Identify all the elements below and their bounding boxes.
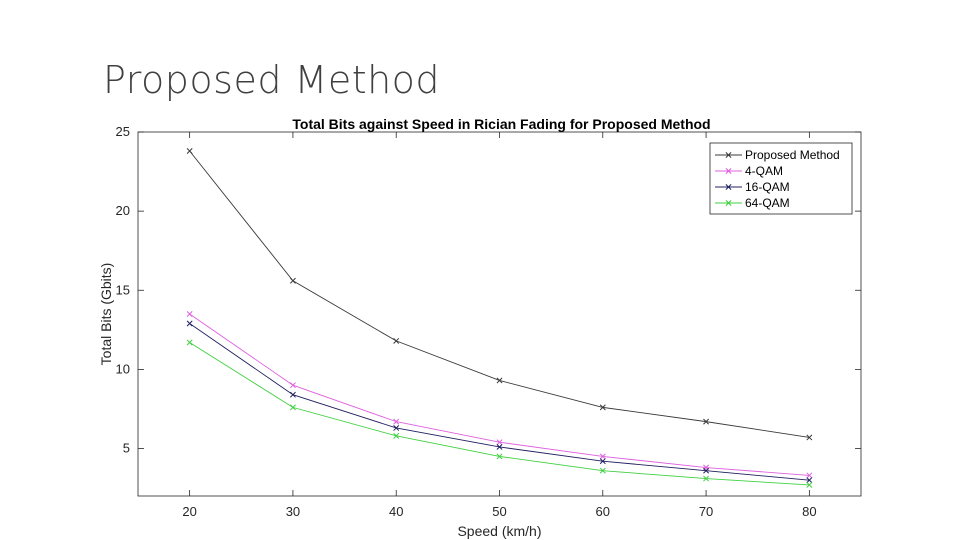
x-tick-label: 80 <box>802 504 816 519</box>
data-point <box>703 475 710 482</box>
series-16-qam <box>186 320 813 484</box>
data-point <box>725 152 732 158</box>
data-point <box>393 432 400 439</box>
data-point <box>186 311 193 317</box>
data-point <box>186 148 193 154</box>
data-point <box>289 277 296 284</box>
y-axis: 5 10 15 20 25 <box>116 124 861 456</box>
x-tick-label: 60 <box>596 504 610 519</box>
chart-title: Total Bits against Speed in Rician Fadin… <box>292 116 710 132</box>
legend-label: 16-QAM <box>745 180 790 194</box>
data-point <box>289 382 296 389</box>
y-tick-label: 5 <box>123 441 130 456</box>
data-point <box>393 418 400 425</box>
data-point <box>599 453 606 460</box>
x-tick-label: 50 <box>492 504 506 519</box>
data-point <box>289 404 296 411</box>
legend: Proposed Method 4-QAM 16-QAM 64-QAM <box>709 142 853 215</box>
y-tick-label: 15 <box>116 282 130 297</box>
data-point <box>496 377 503 384</box>
data-point <box>599 458 606 465</box>
x-axis: 20 30 40 50 60 70 80 <box>182 132 817 519</box>
data-point <box>806 477 813 484</box>
x-tick-label: 30 <box>286 504 300 519</box>
series-proposed-method <box>186 148 813 441</box>
legend-label: Proposed Method <box>745 148 840 162</box>
legend-label: 4-QAM <box>745 164 783 178</box>
x-axis-label: Speed (km/h) <box>457 523 541 539</box>
data-point <box>186 339 193 346</box>
data-point <box>496 443 503 450</box>
legend-item: 64-QAM <box>715 196 790 210</box>
data-point <box>496 439 503 446</box>
data-point <box>289 391 296 398</box>
y-tick-label: 10 <box>116 361 130 376</box>
legend-label: 64-QAM <box>745 196 790 210</box>
x-tick-label: 40 <box>389 504 403 519</box>
legend-item: 4-QAM <box>715 164 783 178</box>
data-point <box>806 472 813 479</box>
data-point <box>599 404 606 411</box>
data-point <box>725 168 732 174</box>
series-layer <box>186 148 813 488</box>
data-point <box>703 467 710 474</box>
data-point <box>806 434 813 441</box>
y-axis-label: Total Bits (Gbits) <box>98 263 114 366</box>
data-point <box>725 184 732 190</box>
legend-item: Proposed Method <box>715 148 840 162</box>
data-point <box>186 320 193 327</box>
data-point <box>806 481 813 488</box>
y-tick-label: 20 <box>116 203 130 218</box>
data-point <box>703 418 710 425</box>
x-tick-label: 20 <box>182 504 196 519</box>
data-point <box>393 337 400 344</box>
data-point <box>393 424 400 431</box>
x-tick-label: 70 <box>699 504 713 519</box>
legend-item: 16-QAM <box>715 180 790 194</box>
y-tick-label: 25 <box>116 124 130 139</box>
data-point <box>599 467 606 474</box>
series-64-qam <box>186 339 813 488</box>
data-point <box>496 453 503 460</box>
data-point <box>725 200 732 206</box>
slide-title: Proposed Method <box>103 58 441 102</box>
